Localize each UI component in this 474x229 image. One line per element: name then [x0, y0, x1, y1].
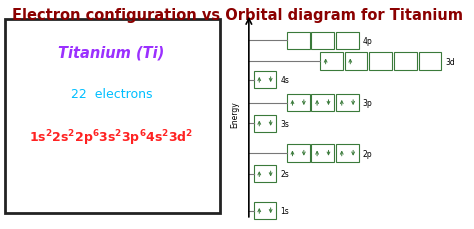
Bar [311, 33, 334, 50]
Text: 22  electrons: 22 electrons [71, 87, 152, 100]
Bar [320, 53, 343, 71]
Bar [254, 202, 276, 219]
Text: 4p: 4p [363, 37, 373, 46]
Text: Electron configuration vs Orbital diagram for Titanium: Electron configuration vs Orbital diagra… [11, 8, 463, 23]
Bar [336, 145, 359, 162]
Text: 3p: 3p [363, 98, 373, 108]
Bar [287, 33, 310, 50]
Bar [287, 145, 310, 162]
Text: Titanium (Ti): Titanium (Ti) [58, 45, 164, 60]
Text: Energy: Energy [230, 101, 239, 128]
Bar [254, 115, 276, 132]
Bar [5, 19, 220, 213]
Bar [336, 33, 359, 50]
Bar [311, 145, 334, 162]
Bar [254, 165, 276, 183]
Bar [345, 53, 367, 71]
Text: 3d: 3d [445, 57, 455, 66]
Bar [254, 71, 276, 89]
Bar [419, 53, 441, 71]
Text: $\mathregular{1s^22s^22p^63s^23p^64s^23d^2}$: $\mathregular{1s^22s^22p^63s^23p^64s^23d… [29, 128, 193, 147]
Bar [369, 53, 392, 71]
Text: 4s: 4s [280, 76, 289, 85]
Bar [311, 94, 334, 112]
Bar [336, 94, 359, 112]
Text: 3s: 3s [280, 119, 289, 128]
Text: 2p: 2p [363, 149, 372, 158]
Bar [394, 53, 417, 71]
Text: 2s: 2s [280, 169, 289, 179]
Bar [287, 94, 310, 112]
Text: 1s: 1s [280, 206, 289, 215]
